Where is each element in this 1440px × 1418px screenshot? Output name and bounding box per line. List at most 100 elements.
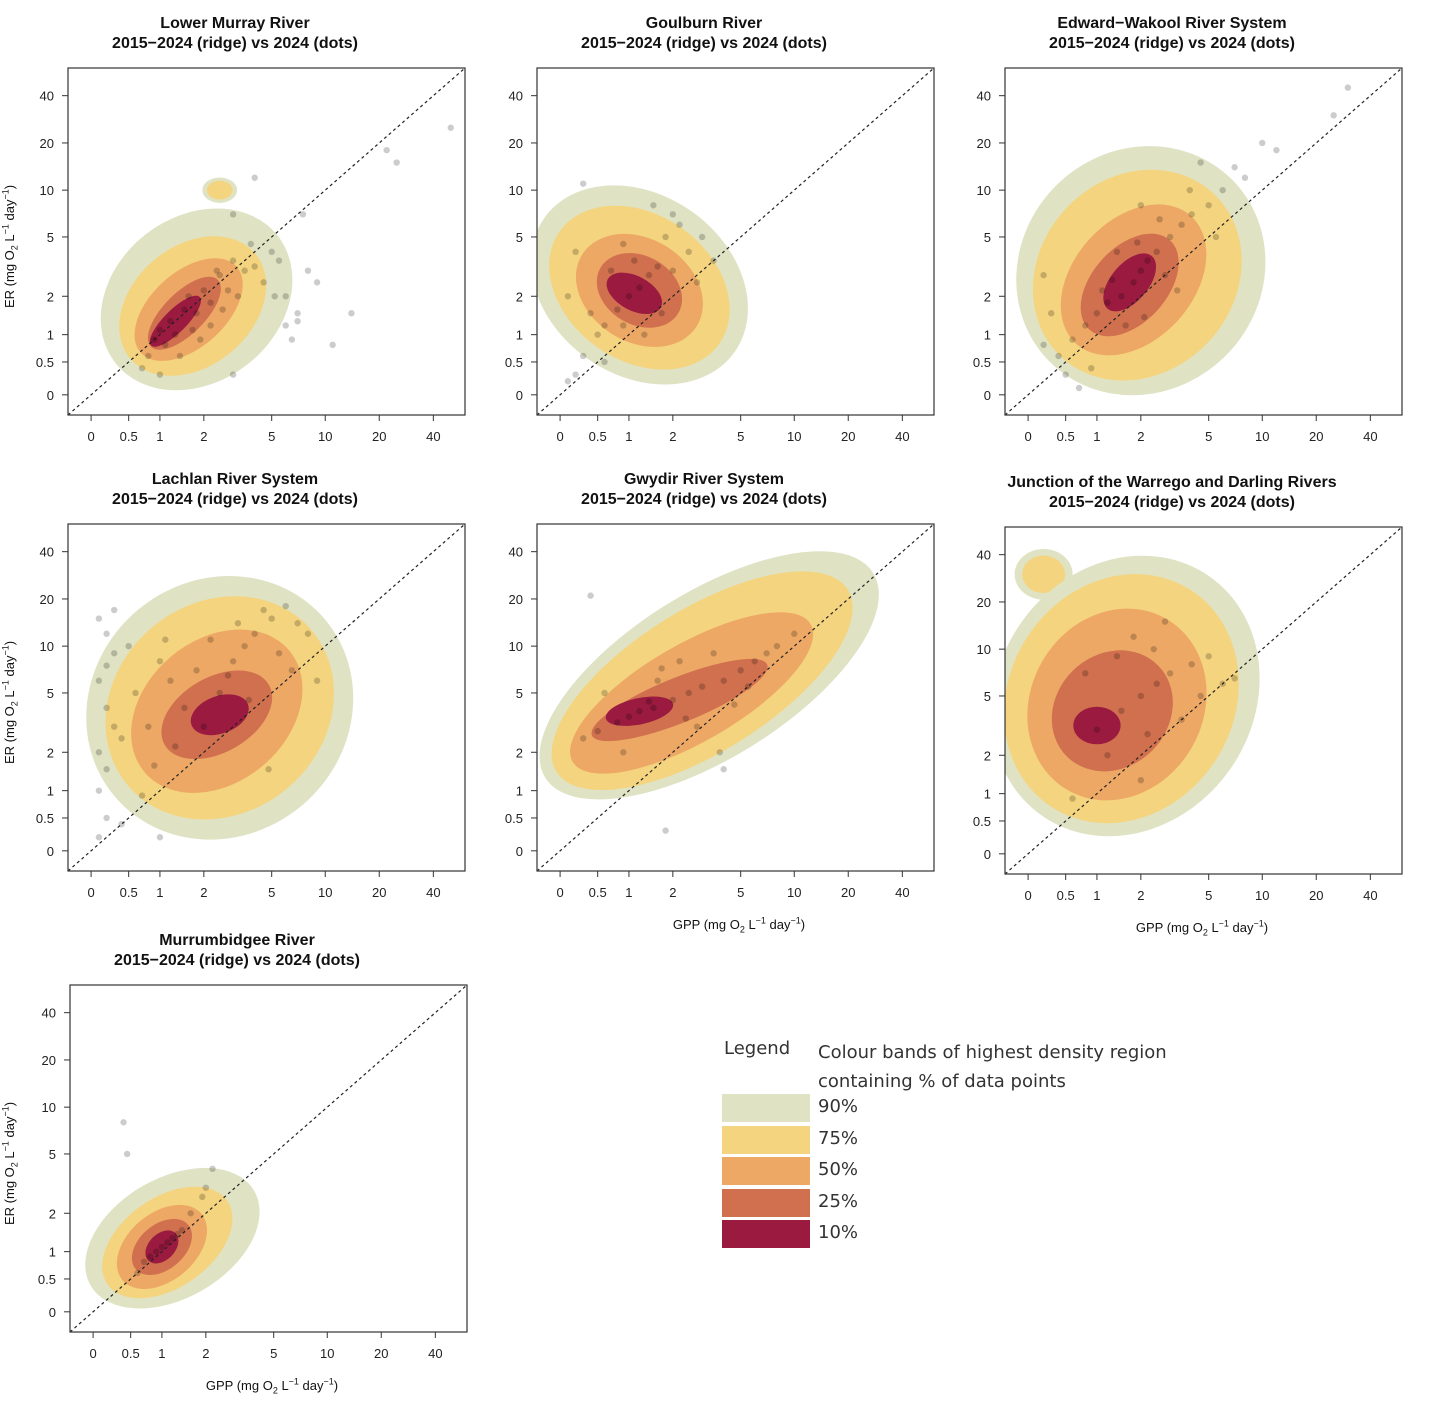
- data-point: [1144, 730, 1151, 738]
- x-tick-label: 5: [1205, 888, 1212, 903]
- data-point: [134, 1269, 141, 1277]
- data-point: [151, 336, 158, 343]
- data-point: [669, 211, 677, 218]
- x-tick-label: 10: [318, 429, 332, 444]
- panel-title: Murrumbidgee River 2015−2024 (ridge) vs …: [2, 931, 472, 971]
- data-point: [636, 284, 643, 291]
- panel-warrego-darling: Junction of the Warrego and Darling Rive…: [937, 469, 1407, 937]
- x-tick-label: 20: [1309, 429, 1323, 444]
- legend-swatch: [722, 1126, 810, 1154]
- panel-title: Lachlan River System 2015−2024 (ridge) v…: [0, 470, 470, 510]
- y-tick-label: 20: [42, 1053, 56, 1068]
- y-tick-label: 1: [47, 784, 54, 799]
- data-point: [103, 704, 110, 712]
- data-point: [156, 834, 164, 841]
- plot-area: [537, 68, 934, 415]
- y-tick-label: 40: [509, 89, 523, 104]
- data-point: [631, 257, 638, 264]
- data-point: [1134, 239, 1141, 246]
- data-point: [132, 689, 139, 697]
- x-tick-label: 1: [158, 1346, 165, 1361]
- x-tick-label: 10: [787, 885, 801, 900]
- data-point: [685, 248, 692, 256]
- x-axis-label: GPP (mg O2 L−1 day−1): [672, 915, 806, 935]
- data-point: [572, 371, 579, 378]
- data-point: [138, 792, 146, 799]
- data-point: [1093, 310, 1101, 317]
- data-point: [156, 371, 164, 378]
- y-tick-label: 0.5: [973, 814, 991, 829]
- data-point: [176, 352, 184, 360]
- data-point: [1069, 795, 1076, 802]
- data-point: [234, 620, 242, 627]
- data-point: [187, 1210, 194, 1217]
- x-tick-label: 2: [669, 429, 676, 444]
- density-band-extra: [1022, 555, 1066, 594]
- data-point: [763, 650, 770, 657]
- identity-line: [1005, 68, 1402, 415]
- data-point: [1040, 341, 1047, 349]
- y-tick-label: 0: [49, 1305, 56, 1320]
- data-point: [164, 1239, 171, 1246]
- x-tick-label: 40: [1363, 888, 1377, 903]
- chart-subtitle: 2015−2024 (ridge) vs 2024 (dots): [112, 35, 358, 52]
- y-axis-label: ER (mg O2 L−1 day−1): [0, 640, 20, 764]
- x-tick-label: 0.5: [1057, 888, 1075, 903]
- density-band-10: [605, 696, 674, 726]
- data-point: [200, 287, 208, 294]
- legend-label: 50%: [818, 1159, 859, 1180]
- legend-title: Legend: [724, 1038, 791, 1059]
- data-point: [579, 735, 587, 742]
- data-point: [251, 630, 258, 637]
- data-point: [125, 642, 132, 650]
- plot-area: [1005, 527, 1402, 874]
- data-point: [162, 636, 169, 643]
- y-tick-label: 5: [516, 686, 523, 701]
- data-point: [579, 352, 587, 360]
- data-point: [158, 1243, 166, 1251]
- y-tick-label: 20: [977, 136, 991, 151]
- y-tick-label: 20: [40, 136, 54, 151]
- scatter-plot: 0 0 0.5 0.5 1 1 2 2 5 5 10 10 20 20 40 40: [973, 67, 1403, 444]
- data-point: [1082, 322, 1089, 329]
- legend-label: 10%: [818, 1222, 859, 1243]
- data-point: [95, 749, 103, 756]
- data-point: [229, 658, 237, 665]
- data-point: [282, 293, 289, 300]
- y-tick-label: 5: [49, 1147, 56, 1162]
- data-point: [247, 240, 255, 248]
- identity-line: [1005, 527, 1402, 874]
- data-point: [304, 267, 312, 274]
- data-point: [587, 310, 594, 317]
- data-point: [207, 299, 214, 306]
- data-point: [579, 180, 587, 187]
- y-tick-label: 2: [47, 745, 54, 760]
- data-point: [1330, 112, 1337, 119]
- data-point: [294, 620, 301, 627]
- panel-title: Edward−Wakool River System 2015−2024 (ri…: [937, 14, 1407, 54]
- x-tick-label: 1: [625, 885, 632, 900]
- x-tick-label: 2: [1137, 888, 1144, 903]
- data-point: [1093, 726, 1101, 733]
- y-tick-label: 2: [49, 1206, 56, 1221]
- data-point: [189, 326, 196, 334]
- legend-row-50: 50%: [722, 1157, 942, 1185]
- data-point: [313, 279, 321, 286]
- data-point: [103, 662, 110, 669]
- chart-subtitle: 2015−2024 (ridge) vs 2024 (dots): [581, 35, 827, 52]
- plot-area: [537, 524, 934, 871]
- data-point: [710, 650, 717, 657]
- data-point: [1219, 680, 1226, 687]
- x-tick-label: 40: [1363, 429, 1377, 444]
- y-tick-label: 0.5: [36, 355, 54, 370]
- y-tick-label: 40: [509, 545, 523, 560]
- x-tick-label: 2: [669, 885, 676, 900]
- x-tick-label: 20: [372, 885, 386, 900]
- data-point: [207, 322, 214, 329]
- data-point: [1109, 276, 1116, 284]
- y-tick-label: 10: [40, 183, 54, 198]
- data-point: [224, 287, 232, 294]
- panel-title: Junction of the Warrego and Darling Rive…: [937, 473, 1407, 513]
- plot-frame: [1004, 526, 1403, 875]
- data-point: [620, 322, 627, 329]
